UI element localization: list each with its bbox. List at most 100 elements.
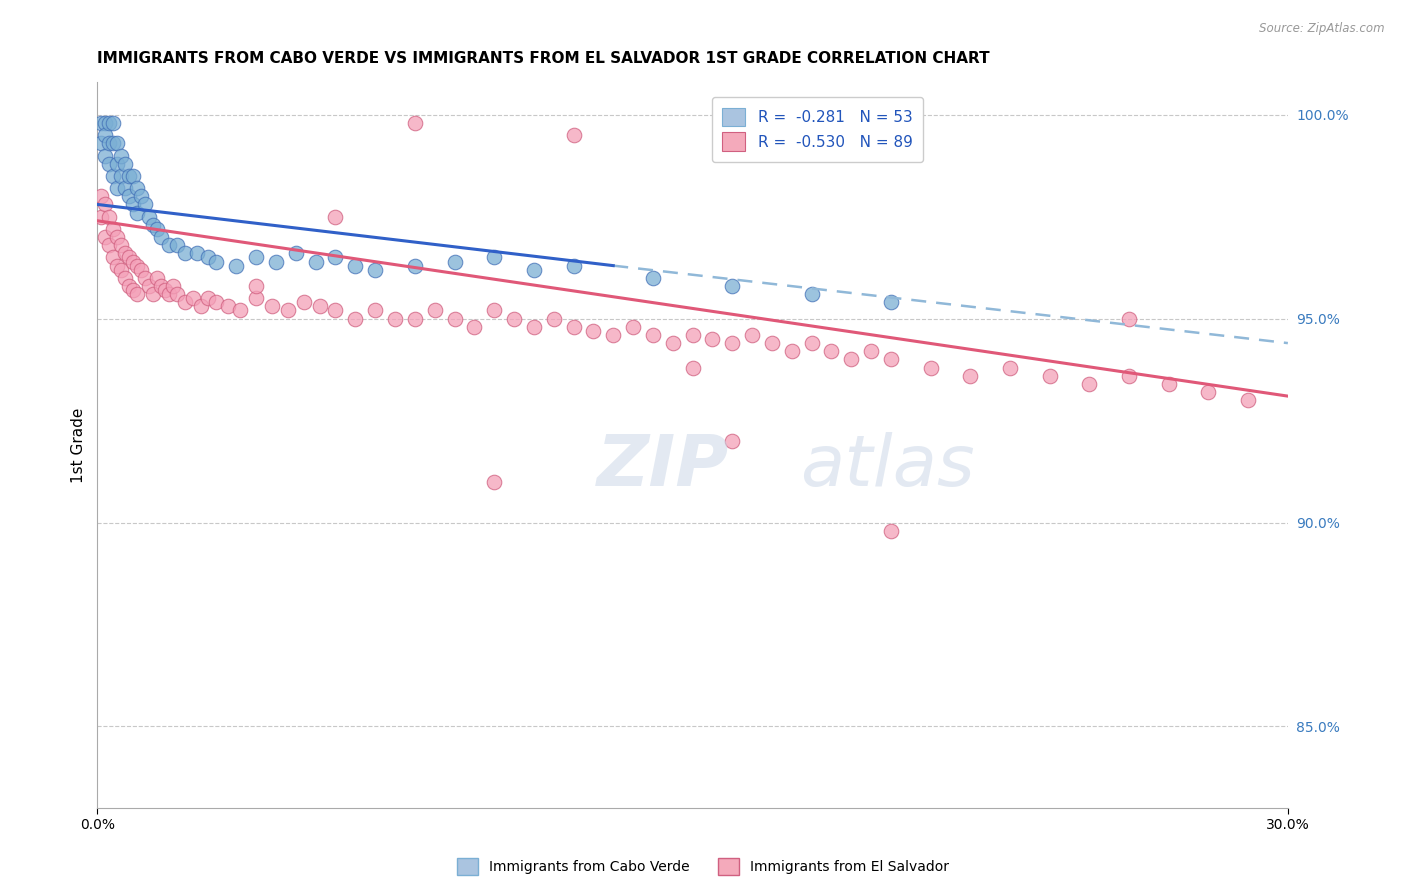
- Point: [217, 300, 239, 314]
- Point: [103, 251, 125, 265]
- Point: [1078, 376, 1101, 391]
- Point: [181, 291, 204, 305]
- Point: [1039, 368, 1062, 383]
- Text: ZIP: ZIP: [598, 433, 730, 501]
- Point: [308, 300, 330, 314]
- Point: [721, 434, 744, 448]
- Point: [998, 360, 1021, 375]
- Y-axis label: 1st Grade: 1st Grade: [72, 408, 86, 483]
- Point: [1237, 393, 1260, 408]
- Point: [641, 271, 664, 285]
- Point: [741, 328, 763, 343]
- Point: [959, 368, 981, 383]
- Point: [153, 283, 176, 297]
- Point: [105, 181, 128, 195]
- Point: [641, 328, 664, 343]
- Point: [780, 344, 803, 359]
- Point: [149, 230, 172, 244]
- Point: [142, 218, 165, 232]
- Point: [277, 303, 299, 318]
- Point: [197, 291, 219, 305]
- Point: [562, 128, 585, 142]
- Point: [482, 475, 505, 489]
- Point: [523, 262, 546, 277]
- Point: [129, 189, 152, 203]
- Point: [122, 197, 145, 211]
- Point: [118, 189, 141, 203]
- Point: [166, 238, 188, 252]
- Point: [364, 303, 387, 318]
- Point: [800, 336, 823, 351]
- Point: [103, 116, 125, 130]
- Point: [582, 324, 605, 338]
- Point: [721, 279, 744, 293]
- Point: [110, 169, 132, 183]
- Point: [105, 136, 128, 151]
- Point: [105, 230, 128, 244]
- Text: atlas: atlas: [800, 433, 974, 501]
- Text: Source: ZipAtlas.com: Source: ZipAtlas.com: [1260, 22, 1385, 36]
- Point: [682, 360, 704, 375]
- Point: [1198, 385, 1220, 400]
- Point: [173, 295, 195, 310]
- Point: [404, 116, 426, 130]
- Point: [90, 210, 112, 224]
- Point: [205, 254, 228, 268]
- Point: [173, 246, 195, 260]
- Point: [105, 156, 128, 170]
- Point: [110, 262, 132, 277]
- Text: IMMIGRANTS FROM CABO VERDE VS IMMIGRANTS FROM EL SALVADOR 1ST GRADE CORRELATION : IMMIGRANTS FROM CABO VERDE VS IMMIGRANTS…: [97, 51, 990, 66]
- Point: [190, 300, 212, 314]
- Point: [125, 259, 148, 273]
- Point: [157, 287, 180, 301]
- Point: [920, 360, 942, 375]
- Point: [125, 287, 148, 301]
- Legend: Immigrants from Cabo Verde, Immigrants from El Salvador: Immigrants from Cabo Verde, Immigrants f…: [451, 853, 955, 880]
- Point: [114, 156, 136, 170]
- Point: [162, 279, 184, 293]
- Point: [103, 222, 125, 236]
- Point: [125, 205, 148, 219]
- Point: [90, 189, 112, 203]
- Legend: R =  -0.281   N = 53, R =  -0.530   N = 89: R = -0.281 N = 53, R = -0.530 N = 89: [711, 97, 924, 161]
- Point: [94, 230, 117, 244]
- Point: [621, 319, 644, 334]
- Point: [404, 259, 426, 273]
- Point: [98, 136, 121, 151]
- Point: [134, 197, 156, 211]
- Point: [245, 291, 267, 305]
- Point: [118, 279, 141, 293]
- Point: [110, 238, 132, 252]
- Point: [149, 279, 172, 293]
- Point: [602, 328, 624, 343]
- Point: [661, 336, 683, 351]
- Point: [503, 311, 526, 326]
- Point: [122, 169, 145, 183]
- Point: [98, 210, 121, 224]
- Point: [142, 287, 165, 301]
- Point: [90, 136, 112, 151]
- Point: [205, 295, 228, 310]
- Point: [166, 287, 188, 301]
- Point: [122, 283, 145, 297]
- Point: [880, 352, 903, 367]
- Point: [482, 303, 505, 318]
- Point: [1118, 368, 1140, 383]
- Point: [197, 251, 219, 265]
- Point: [443, 254, 465, 268]
- Point: [118, 251, 141, 265]
- Point: [225, 259, 247, 273]
- Point: [157, 238, 180, 252]
- Point: [384, 311, 406, 326]
- Point: [562, 259, 585, 273]
- Point: [94, 116, 117, 130]
- Point: [114, 181, 136, 195]
- Point: [138, 210, 160, 224]
- Point: [721, 336, 744, 351]
- Point: [543, 311, 565, 326]
- Point: [138, 279, 160, 293]
- Point: [98, 156, 121, 170]
- Point: [820, 344, 842, 359]
- Point: [562, 319, 585, 334]
- Point: [118, 169, 141, 183]
